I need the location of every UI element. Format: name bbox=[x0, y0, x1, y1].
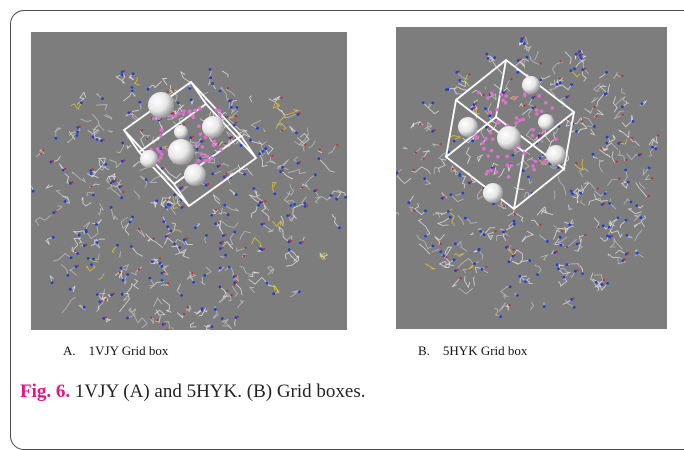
panel-b-molecule-render bbox=[396, 36, 660, 318]
panel-b-label: B. 5HYK Grid box bbox=[418, 343, 528, 358]
probe-spheres bbox=[458, 76, 566, 203]
figure-caption: Fig. 6. 1VJY (A) and 5HYK. (B) Grid boxe… bbox=[20, 381, 365, 403]
panel-a-protein-image bbox=[31, 32, 347, 330]
probe-spheres bbox=[140, 92, 224, 186]
panel-b-protein-image bbox=[396, 27, 667, 329]
panel-a-molecule-render bbox=[31, 68, 347, 330]
protein-atoms bbox=[396, 36, 660, 318]
caption-text: 1VJY (A) and 5HYK. (B) Grid boxes. bbox=[70, 381, 366, 402]
panel-a-label: A. 1VJY Grid box bbox=[63, 343, 169, 358]
figure-number: Fig. 6. bbox=[20, 381, 71, 402]
